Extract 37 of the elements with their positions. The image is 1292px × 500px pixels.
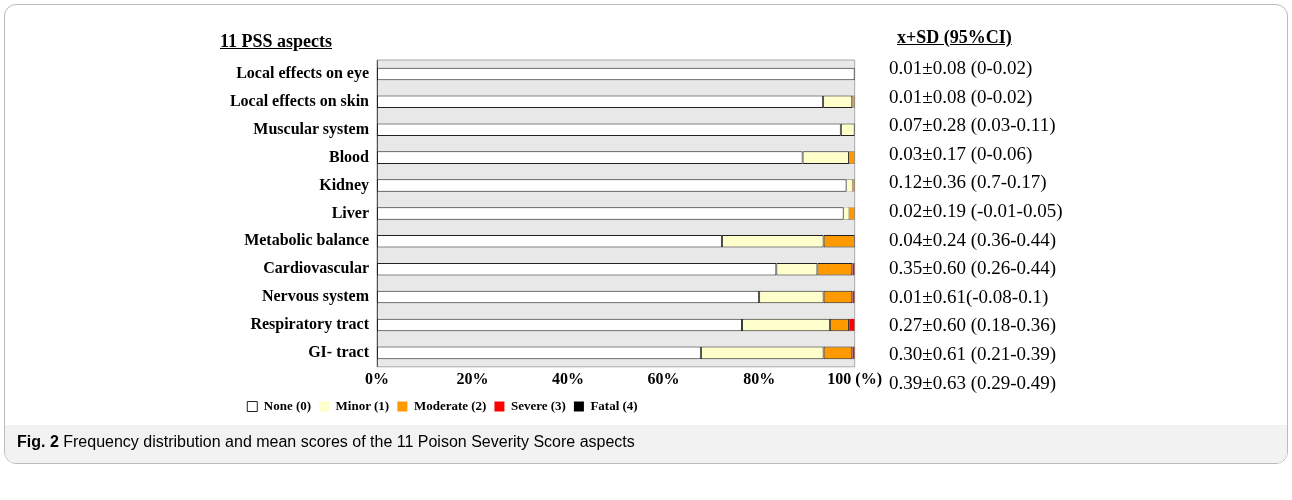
y-tick-label: Nervous system	[261, 287, 370, 306]
legend-label: None (0)	[263, 397, 312, 413]
legend-label: Moderate (2)	[413, 397, 487, 413]
y-tick-label: GI- tract	[308, 343, 370, 360]
y-tick-label: Liver	[331, 203, 369, 221]
x-tick-label: 60%	[647, 369, 680, 387]
legend-label: Severe (3)	[510, 397, 566, 413]
y-tick-label: Muscular system	[253, 119, 370, 138]
x-tick-label: 80%	[743, 369, 776, 387]
y-tick-label: Blood	[328, 147, 370, 165]
x-tick-label: 40%	[552, 369, 585, 387]
text: 0.01±0.08 (0-0.02)	[889, 56, 1034, 80]
y-tick-label: Kidney	[319, 175, 369, 194]
y-tick-label: Local effects on eye	[236, 64, 369, 83]
text: 0.01±0.08 (0-0.02)	[889, 84, 1034, 109]
text: 0.12±0.36 (0.7-0.17)	[889, 170, 1048, 195]
y-tick-label: Metabolic balance	[244, 231, 369, 249]
text: 0.04±0.24 (0.36-0.44)	[889, 227, 1058, 252]
y-tick-label: Cardiovascular	[263, 259, 369, 277]
text: 0.39±0.63 (0.29-0.49)	[889, 370, 1058, 395]
legend-label: Fatal (4)	[590, 397, 638, 413]
text: Fig. 2 Frequency distribution and mean scores of the 11 Poison Severity Score aspects	[5, 425, 1287, 463]
text: 0.30±0.61 (0.21-0.39)	[889, 341, 1058, 366]
x-tick-label: 100 (%)	[827, 369, 882, 388]
text: 0.01±0.61(-0.08-0.1)	[889, 284, 1050, 309]
text: 0.35±0.60 (0.26-0.44)	[889, 256, 1058, 281]
text: x+SD (95%CI)	[897, 27, 1013, 48]
y-tick-label: Local effects on skin	[229, 91, 370, 109]
x-tick-label: 0%	[365, 369, 389, 387]
legend-label: Minor (1)	[335, 397, 390, 413]
text: 0.07±0.28 (0.03-0.11)	[889, 113, 1057, 138]
text: 0.03±0.17 (0-0.06)	[889, 141, 1034, 166]
y-tick-label: Respiratory tract	[250, 315, 370, 334]
text: 0.02±0.19 (-0.01-0.05)	[889, 198, 1063, 223]
x-tick-label: 20%	[456, 369, 489, 387]
text: 0.27±0.60 (0.18-0.36)	[889, 313, 1058, 338]
y-axis-title: 11 PSS aspects	[220, 31, 333, 52]
